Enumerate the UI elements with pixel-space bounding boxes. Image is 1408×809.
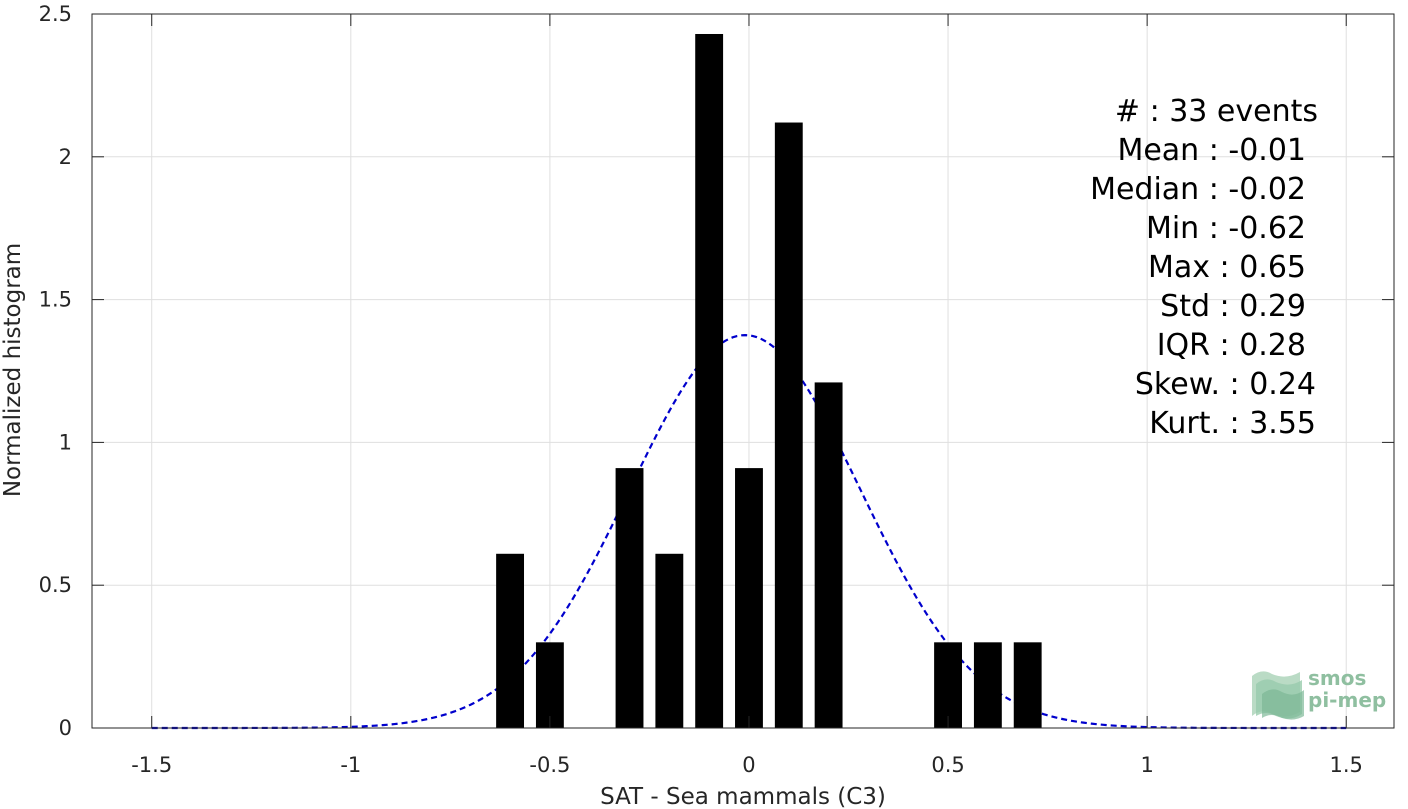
stats-mean: Mean : -0.01 (1117, 133, 1306, 168)
y-tick-label: 2 (59, 145, 72, 169)
histogram-bar (934, 642, 962, 728)
y-tick-label: 0 (59, 716, 72, 740)
stats-min: Min : -0.62 (1146, 211, 1306, 246)
logo-line2: pi-mep (1308, 688, 1386, 712)
histogram-bar (535, 642, 564, 728)
histogram-bar (973, 642, 1002, 728)
x-tick-label: -1 (340, 753, 361, 777)
bars-layer (496, 33, 1042, 728)
histogram-bar (735, 468, 763, 728)
histogram-bar (655, 553, 684, 728)
stats-iqr: IQR : 0.28 (1157, 328, 1306, 363)
stats-median: Median : -0.02 (1090, 172, 1306, 207)
stats-count: # : 33 events (1115, 94, 1318, 129)
y-tick-label: 0.5 (39, 573, 72, 597)
logo-line1: smos (1308, 666, 1366, 690)
y-tick-label: 1.5 (39, 288, 72, 312)
x-tick-label: -1.5 (131, 753, 172, 777)
stats-max: Max : 0.65 (1148, 250, 1306, 285)
x-tick-label: -0.5 (529, 753, 570, 777)
x-tick-label: 0 (742, 753, 755, 777)
stats-box: # : 33 events Mean : -0.01 Median : -0.0… (1090, 94, 1318, 441)
x-tick-label: 1 (1140, 753, 1153, 777)
y-axis-label: Normalized histogram (0, 243, 26, 497)
x-tick-label: 1.5 (1330, 753, 1363, 777)
stats-std: Std : 0.29 (1160, 289, 1306, 324)
smos-pi-mep-logo: smos pi-mep (1252, 666, 1386, 720)
histogram-bar (1013, 642, 1042, 728)
x-axis-label: SAT - Sea mammals (C3) (600, 784, 886, 809)
histogram-bar (814, 382, 843, 728)
x-tick-label: 0.5 (931, 753, 964, 777)
y-tick-label: 2.5 (39, 2, 72, 26)
histogram-bar (774, 122, 803, 728)
y-tick-label: 1 (59, 430, 72, 454)
histogram-bar (695, 33, 724, 728)
stats-kurt: Kurt. : 3.55 (1149, 406, 1316, 441)
plot-frame (91, 13, 1395, 729)
histogram-bar (615, 468, 644, 728)
histogram-bar (496, 553, 525, 728)
stats-skew: Skew. : 0.24 (1135, 367, 1316, 402)
ticks-layer: -1.5 -1 -0.5 0 0.5 1 1.5 0 0.5 1 1.5 2 2.5 (39, 2, 1394, 777)
logo-wave-icon (1252, 671, 1304, 720)
